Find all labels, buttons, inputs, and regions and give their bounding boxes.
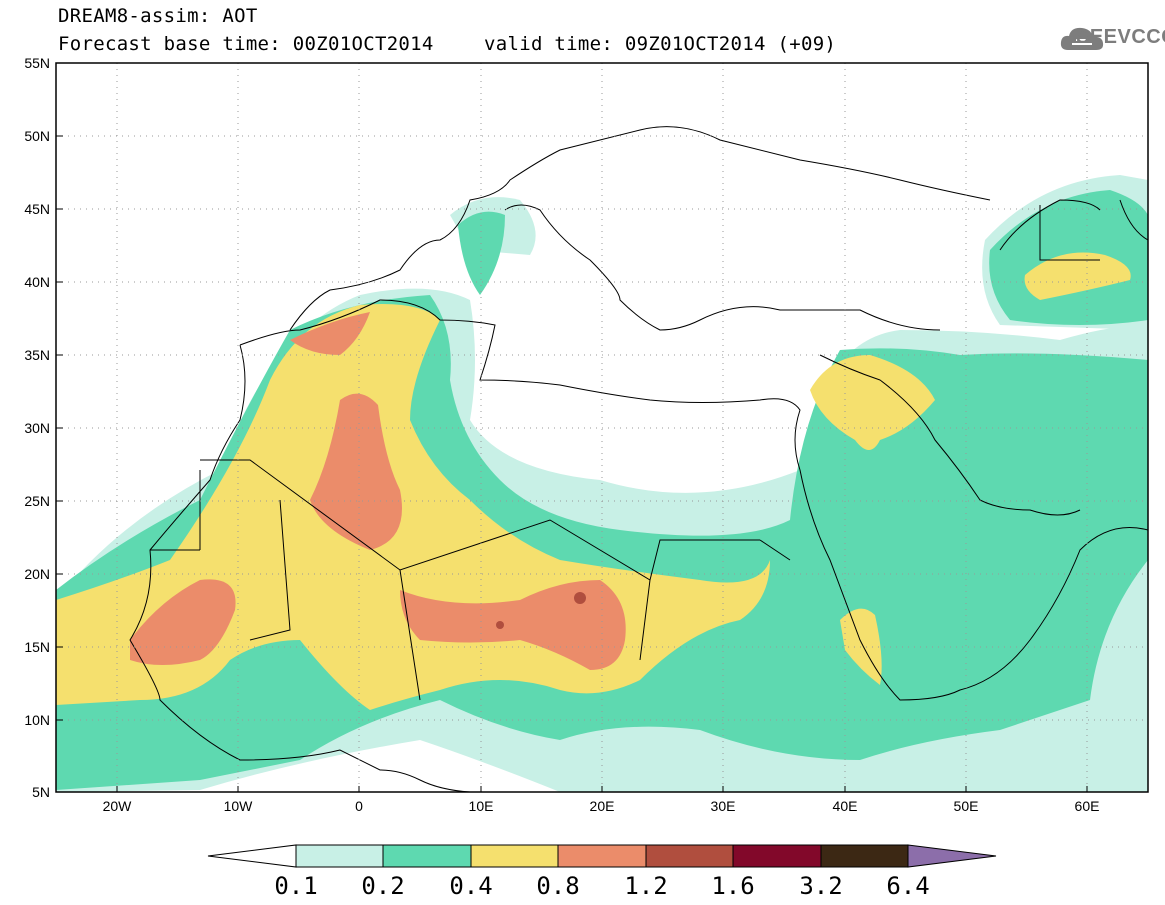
lat-label: 35N [24,347,50,363]
lon-label: 50E [954,798,979,814]
colorbar-segment [820,844,909,868]
lon-labels: 20W 10W 0 10E 20E 30E 40E 50E 60E [103,798,1100,814]
lon-label: 20E [590,798,615,814]
lat-label: 40N [24,274,50,290]
aot-band-0.2 [458,211,505,295]
colorbar-label: 1.6 [711,872,755,900]
aot-contours [56,175,1148,792]
colorbar-low-arrow [207,844,297,868]
lon-label: 40E [833,798,858,814]
colorbar-segment [732,844,822,868]
lon-label: 30E [711,798,736,814]
colorbar-segment [382,844,472,868]
forecast-base-time: Forecast base time: 00Z01OCT2014 [58,33,434,55]
lat-label: 45N [24,201,50,217]
graticule [56,63,1148,792]
lat-label: 20N [24,566,50,582]
logo-text: SEEVCCC [1076,26,1165,48]
lat-label: 30N [24,420,50,436]
lat-label: 50N [24,128,50,144]
colorbar-label: 1.2 [624,872,668,900]
valid-time: valid time: 09Z01OCT2014 (+09) [484,33,837,55]
aot-band-0.8 [400,580,626,670]
aot-band-0.4 [810,355,935,450]
lat-label: 15N [24,639,50,655]
colorbar [207,844,997,868]
aot-band-0.8 [130,579,236,665]
aot-band-1.2 [574,592,586,604]
lat-label: 55N [24,55,50,71]
colorbar-label: 0.1 [274,872,318,900]
colorbar-label: 6.4 [886,872,930,900]
lat-label: 5N [32,784,50,800]
lon-label: 60E [1075,798,1100,814]
lon-label: 10E [469,798,494,814]
aot-band-0.4 [1024,252,1131,300]
colorbar-segment [645,844,734,868]
ticks [56,135,1088,792]
colorbar-label: 0.4 [449,872,493,900]
colorbar-segment [557,844,647,868]
colorbar-label: 0.8 [536,872,580,900]
aot-band-1.2 [496,621,504,629]
colorbar-label: 0.2 [361,872,405,900]
lat-labels: 55N 50N 45N 40N 35N 30N 25N 20N 15N 10N … [24,55,50,800]
lon-label: 0 [355,798,363,814]
lat-label: 25N [24,493,50,509]
aot-band-0.8 [310,393,402,550]
lon-label: 20W [103,798,133,814]
lat-label: 10N [24,712,50,728]
colorbar-segment [295,844,384,868]
lon-label: 10W [224,798,254,814]
cloud-logo-icon [1060,27,1104,50]
map-title: DREAM8-assim: AOT [58,5,258,27]
colorbar-segment [470,844,559,868]
coastlines [129,126,1148,792]
colorbar-high-arrow [907,844,997,868]
colorbar-label: 3.2 [799,872,843,900]
aot-band-0.8 [290,312,370,355]
